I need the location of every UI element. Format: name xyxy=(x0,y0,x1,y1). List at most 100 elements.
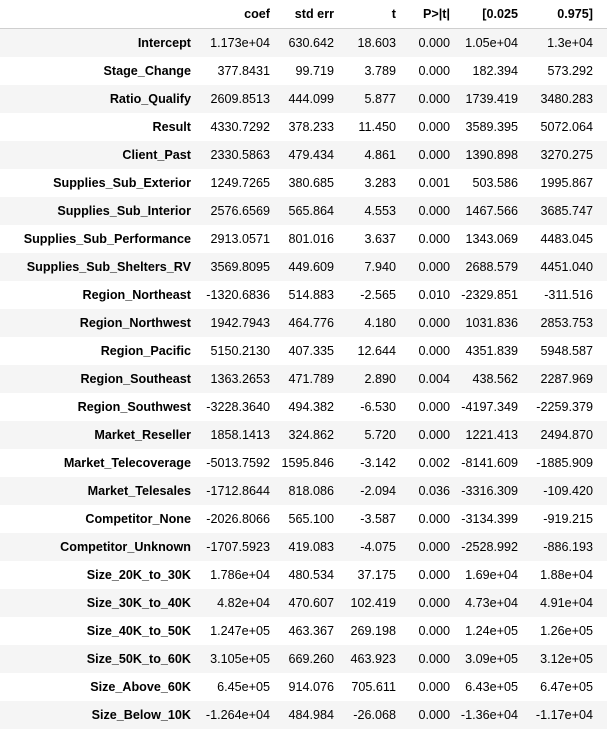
ci-upper-cell: 1.88e+04 xyxy=(528,561,607,589)
coef-cell: 2913.0571 xyxy=(200,225,276,253)
header-p-value: P>|t| xyxy=(402,0,453,29)
std-err-cell: 1595.846 xyxy=(276,449,345,477)
row-label: Client_Past xyxy=(0,141,200,169)
coef-cell: 1.173e+04 xyxy=(200,29,276,58)
ci-lower-cell: 1221.413 xyxy=(453,421,528,449)
ci-upper-cell: 3270.275 xyxy=(528,141,607,169)
t-cell: 7.940 xyxy=(345,253,402,281)
p-value-cell: 0.036 xyxy=(402,477,453,505)
t-cell: 11.450 xyxy=(345,113,402,141)
t-cell: 2.890 xyxy=(345,365,402,393)
ci-lower-cell: 438.562 xyxy=(453,365,528,393)
t-cell: -3.142 xyxy=(345,449,402,477)
std-err-cell: 818.086 xyxy=(276,477,345,505)
std-err-cell: 470.607 xyxy=(276,589,345,617)
ci-upper-cell: -919.215 xyxy=(528,505,607,533)
p-value-cell: 0.000 xyxy=(402,673,453,701)
p-value-cell: 0.000 xyxy=(402,85,453,113)
coef-cell: 3569.8095 xyxy=(200,253,276,281)
coef-cell: -3228.3640 xyxy=(200,393,276,421)
ci-upper-cell: -311.516 xyxy=(528,281,607,309)
p-value-cell: 0.002 xyxy=(402,449,453,477)
ci-lower-cell: 6.43e+05 xyxy=(453,673,528,701)
t-cell: 3.283 xyxy=(345,169,402,197)
std-err-cell: 479.434 xyxy=(276,141,345,169)
ci-lower-cell: -2528.992 xyxy=(453,533,528,561)
std-err-cell: 914.076 xyxy=(276,673,345,701)
row-label: Competitor_None xyxy=(0,505,200,533)
ci-lower-cell: -8141.609 xyxy=(453,449,528,477)
ci-lower-cell: -3316.309 xyxy=(453,477,528,505)
header-row: coef std err t P>|t| [0.025 0.975] xyxy=(0,0,607,29)
ci-lower-cell: 503.586 xyxy=(453,169,528,197)
coef-cell: 1249.7265 xyxy=(200,169,276,197)
ci-lower-cell: 1467.566 xyxy=(453,197,528,225)
std-err-cell: 480.534 xyxy=(276,561,345,589)
t-cell: -4.075 xyxy=(345,533,402,561)
ci-upper-cell: 1.26e+05 xyxy=(528,617,607,645)
t-cell: 269.198 xyxy=(345,617,402,645)
ci-upper-cell: -1885.909 xyxy=(528,449,607,477)
row-label: Competitor_Unknown xyxy=(0,533,200,561)
ci-upper-cell: 1.3e+04 xyxy=(528,29,607,58)
p-value-cell: 0.000 xyxy=(402,225,453,253)
ci-upper-cell: 4.91e+04 xyxy=(528,589,607,617)
coef-cell: 4330.7292 xyxy=(200,113,276,141)
p-value-cell: 0.000 xyxy=(402,113,453,141)
ci-upper-cell: 5072.064 xyxy=(528,113,607,141)
p-value-cell: 0.000 xyxy=(402,309,453,337)
t-cell: 5.877 xyxy=(345,85,402,113)
ci-upper-cell: 6.47e+05 xyxy=(528,673,607,701)
p-value-cell: 0.000 xyxy=(402,29,453,58)
ci-lower-cell: -3134.399 xyxy=(453,505,528,533)
t-cell: -2.094 xyxy=(345,477,402,505)
ci-lower-cell: 4.73e+04 xyxy=(453,589,528,617)
header-std-err: std err xyxy=(276,0,345,29)
ci-upper-cell: -1.17e+04 xyxy=(528,701,607,729)
row-label: Size_20K_to_30K xyxy=(0,561,200,589)
header-blank xyxy=(0,0,200,29)
ci-upper-cell: 3.12e+05 xyxy=(528,645,607,673)
row-label: Market_Telecoverage xyxy=(0,449,200,477)
ci-upper-cell: 3480.283 xyxy=(528,85,607,113)
t-cell: 463.923 xyxy=(345,645,402,673)
ci-upper-cell: 2494.870 xyxy=(528,421,607,449)
row-label: Result xyxy=(0,113,200,141)
row-label: Size_Below_10K xyxy=(0,701,200,729)
std-err-cell: 444.099 xyxy=(276,85,345,113)
coef-cell: 1.247e+05 xyxy=(200,617,276,645)
row-label: Size_40K_to_50K xyxy=(0,617,200,645)
p-value-cell: 0.000 xyxy=(402,393,453,421)
ci-upper-cell: 3685.747 xyxy=(528,197,607,225)
row-label: Region_Southwest xyxy=(0,393,200,421)
ci-lower-cell: 1.05e+04 xyxy=(453,29,528,58)
coef-cell: 377.8431 xyxy=(200,57,276,85)
ci-lower-cell: 2688.579 xyxy=(453,253,528,281)
coef-cell: 1942.7943 xyxy=(200,309,276,337)
coef-cell: -5013.7592 xyxy=(200,449,276,477)
t-cell: -2.565 xyxy=(345,281,402,309)
t-cell: 4.553 xyxy=(345,197,402,225)
t-cell: 18.603 xyxy=(345,29,402,58)
row-label: Region_Pacific xyxy=(0,337,200,365)
p-value-cell: 0.000 xyxy=(402,533,453,561)
std-err-cell: 419.083 xyxy=(276,533,345,561)
coef-cell: -1712.8644 xyxy=(200,477,276,505)
std-err-cell: 494.382 xyxy=(276,393,345,421)
header-ci-lower: [0.025 xyxy=(453,0,528,29)
